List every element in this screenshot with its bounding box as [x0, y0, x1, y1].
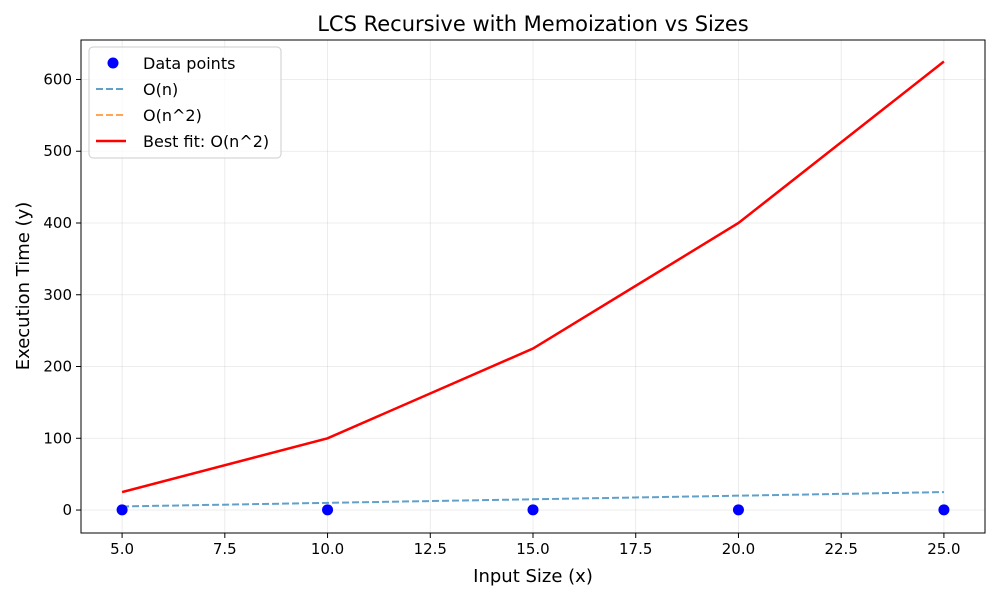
x-tick-label: 25.0 — [927, 540, 960, 558]
legend: Data points O(n) O(n^2) Best fit: O(n^2) — [88, 46, 282, 159]
y-tick-label: 100 — [43, 429, 72, 447]
x-tick-label: 22.5 — [824, 540, 857, 558]
legend-label: O(n^2) — [143, 106, 202, 125]
data-point — [938, 504, 950, 516]
x-tick-label: 17.5 — [619, 540, 652, 558]
y-tick-label: 500 — [43, 142, 72, 160]
y-axis-title: Execution Time (y) — [13, 202, 34, 371]
chart-title: LCS Recursive with Memoization vs Sizes — [317, 12, 749, 36]
data-point — [322, 504, 334, 516]
x-tick-label: 20.0 — [722, 540, 755, 558]
ticks: 5.0 7.5 10.0 12.5 15.0 17.5 20.0 22.5 25.0 0 100 20… — [43, 70, 960, 558]
legend-box — [88, 46, 282, 159]
legend-marker — [107, 57, 119, 69]
legend-label: Best fit: O(n^2) — [143, 132, 269, 151]
data-point — [527, 504, 539, 516]
x-tick-label: 15.0 — [516, 540, 549, 558]
legend-label: Data points — [143, 54, 235, 73]
y-tick-label: 200 — [43, 358, 72, 376]
data-point — [732, 504, 744, 516]
data-point — [116, 504, 128, 516]
x-axis-title: Input Size (x) — [473, 566, 593, 587]
y-tick-label: 0 — [62, 501, 72, 519]
x-tick-label: 7.5 — [213, 540, 237, 558]
legend-label: O(n) — [143, 80, 178, 99]
series-line-best-fit — [121, 60, 945, 494]
y-tick-label: 400 — [43, 214, 72, 232]
series-layer — [116, 60, 950, 516]
y-tick-label: 300 — [43, 286, 72, 304]
x-tick-label: 5.0 — [110, 540, 134, 558]
series-line-o-n — [122, 491, 944, 508]
x-tick-label: 10.0 — [311, 540, 344, 558]
x-tick-label: 12.5 — [414, 540, 447, 558]
y-tick-label: 600 — [43, 70, 72, 88]
